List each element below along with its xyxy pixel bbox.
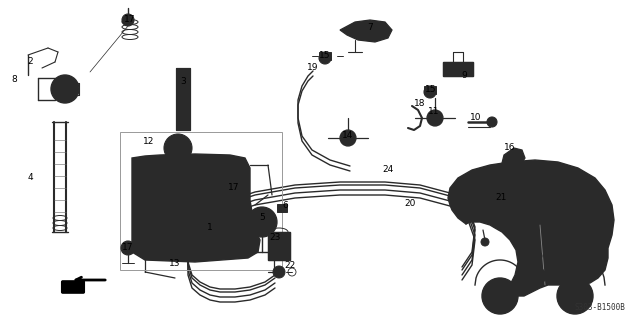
- Bar: [268, 232, 290, 260]
- Text: 14: 14: [342, 131, 354, 139]
- Text: 20: 20: [404, 198, 416, 208]
- Bar: [443, 62, 473, 76]
- Text: 6: 6: [282, 200, 288, 210]
- Text: 9: 9: [461, 70, 467, 80]
- Text: 7: 7: [367, 23, 373, 31]
- Text: 21: 21: [495, 193, 507, 203]
- Bar: [176, 68, 190, 130]
- Text: 3: 3: [180, 77, 186, 87]
- Circle shape: [534, 252, 542, 260]
- Polygon shape: [448, 160, 614, 296]
- Text: 17: 17: [122, 243, 134, 253]
- Circle shape: [227, 185, 241, 199]
- Circle shape: [202, 220, 218, 236]
- Polygon shape: [132, 154, 260, 262]
- Text: 17: 17: [228, 184, 240, 192]
- Text: 4: 4: [27, 173, 33, 183]
- Bar: [319, 52, 331, 60]
- Bar: [176, 68, 190, 130]
- Text: 11: 11: [428, 107, 440, 117]
- Circle shape: [51, 75, 79, 103]
- Circle shape: [427, 110, 443, 126]
- Circle shape: [484, 188, 508, 212]
- Circle shape: [122, 14, 134, 26]
- Circle shape: [121, 241, 135, 255]
- Circle shape: [340, 130, 356, 146]
- Text: 5: 5: [259, 214, 265, 223]
- Text: 12: 12: [143, 138, 155, 146]
- Circle shape: [530, 268, 546, 284]
- Text: 22: 22: [284, 261, 296, 269]
- Bar: [268, 232, 290, 260]
- Text: 13: 13: [169, 258, 180, 268]
- Text: 19: 19: [307, 63, 319, 73]
- Text: 10: 10: [470, 113, 482, 122]
- Bar: [424, 86, 436, 94]
- Circle shape: [481, 238, 489, 246]
- Text: 15: 15: [319, 50, 331, 60]
- Text: S303-B1500B: S303-B1500B: [574, 303, 625, 313]
- Circle shape: [319, 52, 331, 64]
- Text: 1: 1: [207, 223, 213, 232]
- Text: 18: 18: [414, 99, 426, 107]
- Text: 2: 2: [27, 57, 33, 67]
- Text: 16: 16: [504, 144, 516, 152]
- Circle shape: [487, 117, 497, 127]
- Circle shape: [557, 278, 593, 314]
- Bar: [120, 132, 282, 270]
- Polygon shape: [502, 148, 525, 168]
- Text: 24: 24: [382, 165, 394, 174]
- Circle shape: [273, 266, 285, 278]
- Circle shape: [482, 278, 518, 314]
- Text: 23: 23: [269, 234, 281, 243]
- Circle shape: [424, 86, 436, 98]
- Text: 17: 17: [124, 16, 136, 24]
- Polygon shape: [340, 20, 392, 42]
- Text: 15: 15: [425, 85, 436, 94]
- Circle shape: [164, 134, 192, 162]
- Text: FR.: FR.: [63, 282, 83, 292]
- Circle shape: [247, 207, 277, 237]
- Text: 8: 8: [11, 75, 17, 85]
- Bar: [277, 204, 287, 212]
- Bar: [443, 62, 473, 76]
